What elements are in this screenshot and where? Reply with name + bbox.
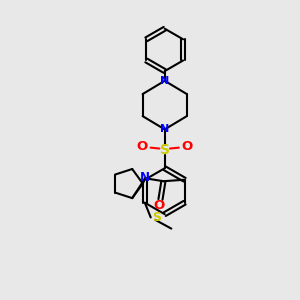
Text: N: N (160, 76, 169, 86)
Text: O: O (137, 140, 148, 153)
Text: N: N (140, 171, 150, 184)
Text: O: O (153, 200, 165, 212)
Text: N: N (160, 124, 169, 134)
Text: S: S (160, 143, 170, 157)
Text: O: O (182, 140, 193, 153)
Text: S: S (152, 211, 161, 224)
